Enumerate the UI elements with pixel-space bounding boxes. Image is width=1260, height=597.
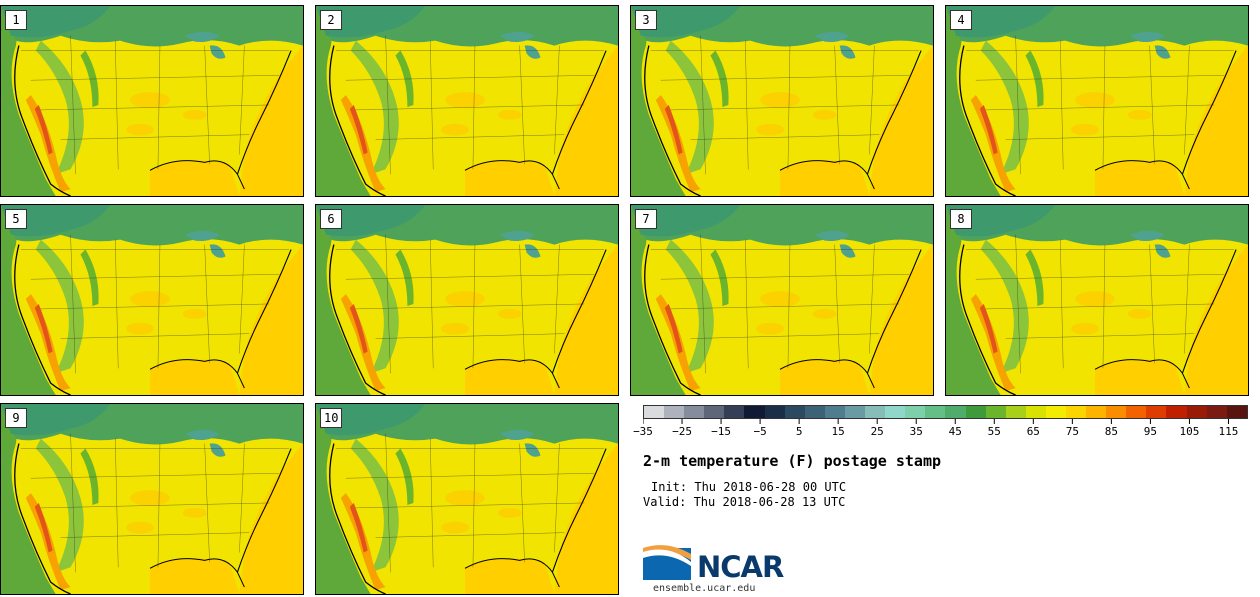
colorbar-swatch xyxy=(1206,406,1227,418)
colorbar-tick-label: −15 xyxy=(711,425,731,438)
colorbar-swatch xyxy=(865,406,886,418)
colorbar-swatch xyxy=(1086,406,1107,418)
colorbar-swatch xyxy=(945,406,966,418)
colorbar-swatch xyxy=(1166,406,1187,418)
colorbar-swatch xyxy=(905,406,926,418)
member-map-5: 5 xyxy=(0,204,304,396)
member-map-1: 1 xyxy=(0,5,304,197)
colorbar-swatch xyxy=(704,406,725,418)
colorbar-swatch xyxy=(1025,406,1046,418)
colorbar-swatch xyxy=(744,406,765,418)
member-label: 5 xyxy=(5,209,27,229)
colorbar-swatch xyxy=(1106,406,1127,418)
colorbar-swatch xyxy=(844,406,866,418)
colorbar-tick-label: 15 xyxy=(831,425,845,438)
colorbar-swatch xyxy=(965,406,986,418)
colorbar-tick-label: 5 xyxy=(795,425,803,438)
member-map-7: 7 xyxy=(630,204,934,396)
member-map-9: 9 xyxy=(0,403,304,595)
colorbar-tick-label: 75 xyxy=(1065,425,1079,438)
temperature-colorbar xyxy=(643,405,1248,419)
valid-time: Valid: Thu 2018-06-28 13 UTC xyxy=(643,495,846,509)
colorbar-swatch xyxy=(1045,406,1066,418)
member-label: 2 xyxy=(320,10,342,30)
colorbar-swatch xyxy=(1005,406,1026,418)
colorbar-swatch xyxy=(764,406,785,418)
member-label: 10 xyxy=(320,408,343,428)
colorbar-swatch xyxy=(1146,406,1167,418)
colorbar-ticks xyxy=(643,419,1229,424)
member-map-4: 4 xyxy=(945,5,1249,197)
chart-title: 2-m temperature (F) postage stamp xyxy=(643,452,942,470)
colorbar-swatch xyxy=(824,406,845,418)
colorbar-tick-label: 85 xyxy=(1104,425,1118,438)
colorbar-swatch xyxy=(684,406,705,418)
member-label: 8 xyxy=(950,209,972,229)
colorbar-swatch xyxy=(925,406,946,418)
colorbar-swatch xyxy=(1186,406,1207,418)
colorbar-swatch xyxy=(985,406,1006,418)
member-label: 7 xyxy=(635,209,657,229)
colorbar-tick-label: 45 xyxy=(948,425,962,438)
colorbar-swatch xyxy=(804,406,825,418)
member-label: 4 xyxy=(950,10,972,30)
colorbar-tick-label: 115 xyxy=(1218,425,1239,438)
colorbar-tick-label: 65 xyxy=(1026,425,1040,438)
member-map-8: 8 xyxy=(945,204,1249,396)
colorbar-tick-label: −5 xyxy=(753,425,767,438)
colorbar-tick-label: −35 xyxy=(633,425,653,438)
colorbar-tick-label: 55 xyxy=(987,425,1001,438)
colorbar-tick-label: 25 xyxy=(870,425,884,438)
member-map-2: 2 xyxy=(315,5,619,197)
colorbar-swatch xyxy=(885,406,906,418)
member-map-6: 6 xyxy=(315,204,619,396)
colorbar-swatch xyxy=(664,406,685,418)
colorbar-swatch xyxy=(1126,406,1147,418)
colorbar-swatch xyxy=(1226,406,1247,418)
member-label: 9 xyxy=(5,408,27,428)
colorbar-swatch xyxy=(644,406,665,418)
colorbar-tick-label: −25 xyxy=(672,425,692,438)
colorbar-swatch xyxy=(1065,406,1087,418)
member-map-3: 3 xyxy=(630,5,934,197)
colorbar-tick-labels: −35 −25 −15 −5 5 15 25 35 45 55 65 75 85 95 105 115 xyxy=(633,425,1248,439)
member-map-10: 10 xyxy=(315,403,619,595)
colorbar-tick-label: 95 xyxy=(1143,425,1158,438)
logo-wordmark: NCAR xyxy=(697,550,784,584)
colorbar-tick-label: 105 xyxy=(1179,425,1200,438)
logo-url: ensemble.ucar.edu xyxy=(653,583,756,594)
colorbar-swatch xyxy=(784,406,805,418)
member-label: 1 xyxy=(5,10,27,30)
member-label: 6 xyxy=(320,209,342,229)
ncar-logo-icon xyxy=(643,545,691,580)
colorbar-swatch xyxy=(724,406,745,418)
colorbar-tick-label: 35 xyxy=(909,425,923,438)
member-label: 3 xyxy=(635,10,657,30)
init-time: Init: Thu 2018-06-28 00 UTC xyxy=(651,480,847,494)
